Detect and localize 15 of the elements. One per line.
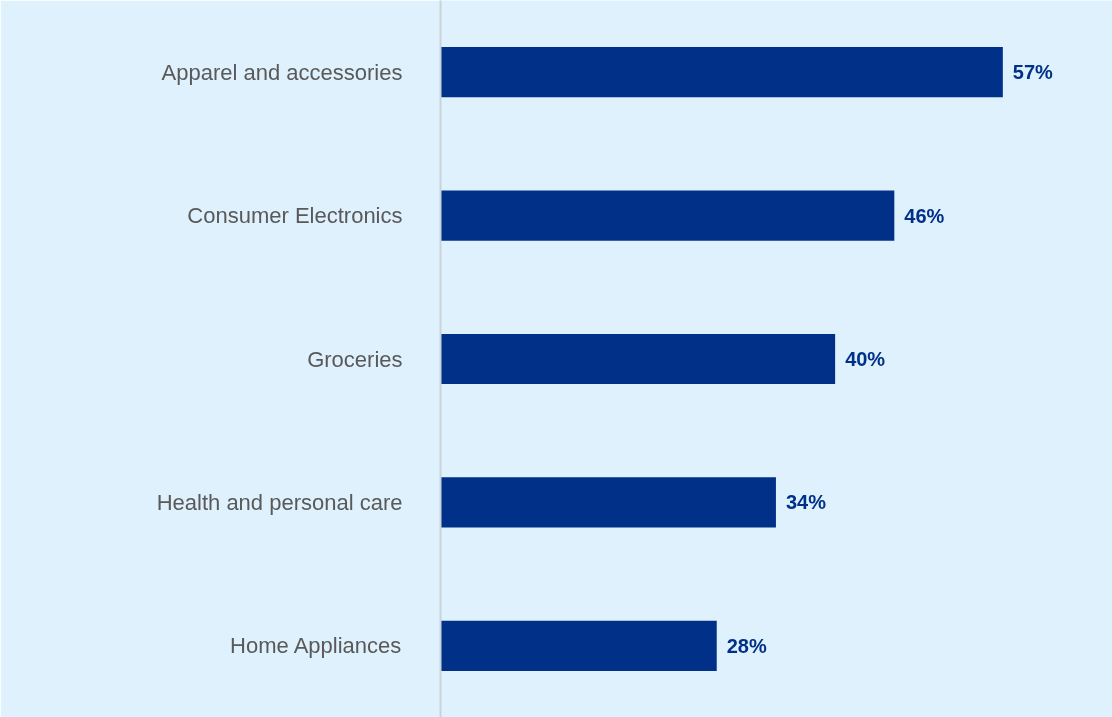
data-label: 57% xyxy=(1012,61,1054,84)
data-label: 46% xyxy=(904,204,945,227)
y-tick-label: Consumer Electronics xyxy=(187,203,403,229)
bar xyxy=(440,333,836,385)
bar xyxy=(440,620,717,671)
bar xyxy=(440,190,895,241)
data-label: 34% xyxy=(785,491,827,514)
bar xyxy=(440,47,1003,98)
data-label: 40% xyxy=(845,348,886,370)
data-label: 28% xyxy=(726,634,767,657)
y-tick-label: Health and personal care xyxy=(156,489,403,515)
y-tick-label: Groceries xyxy=(307,346,403,372)
bar xyxy=(440,477,776,528)
y-tick-label: Home Appliances xyxy=(230,633,402,659)
y-tick-label: Apparel and accessories xyxy=(161,59,403,85)
